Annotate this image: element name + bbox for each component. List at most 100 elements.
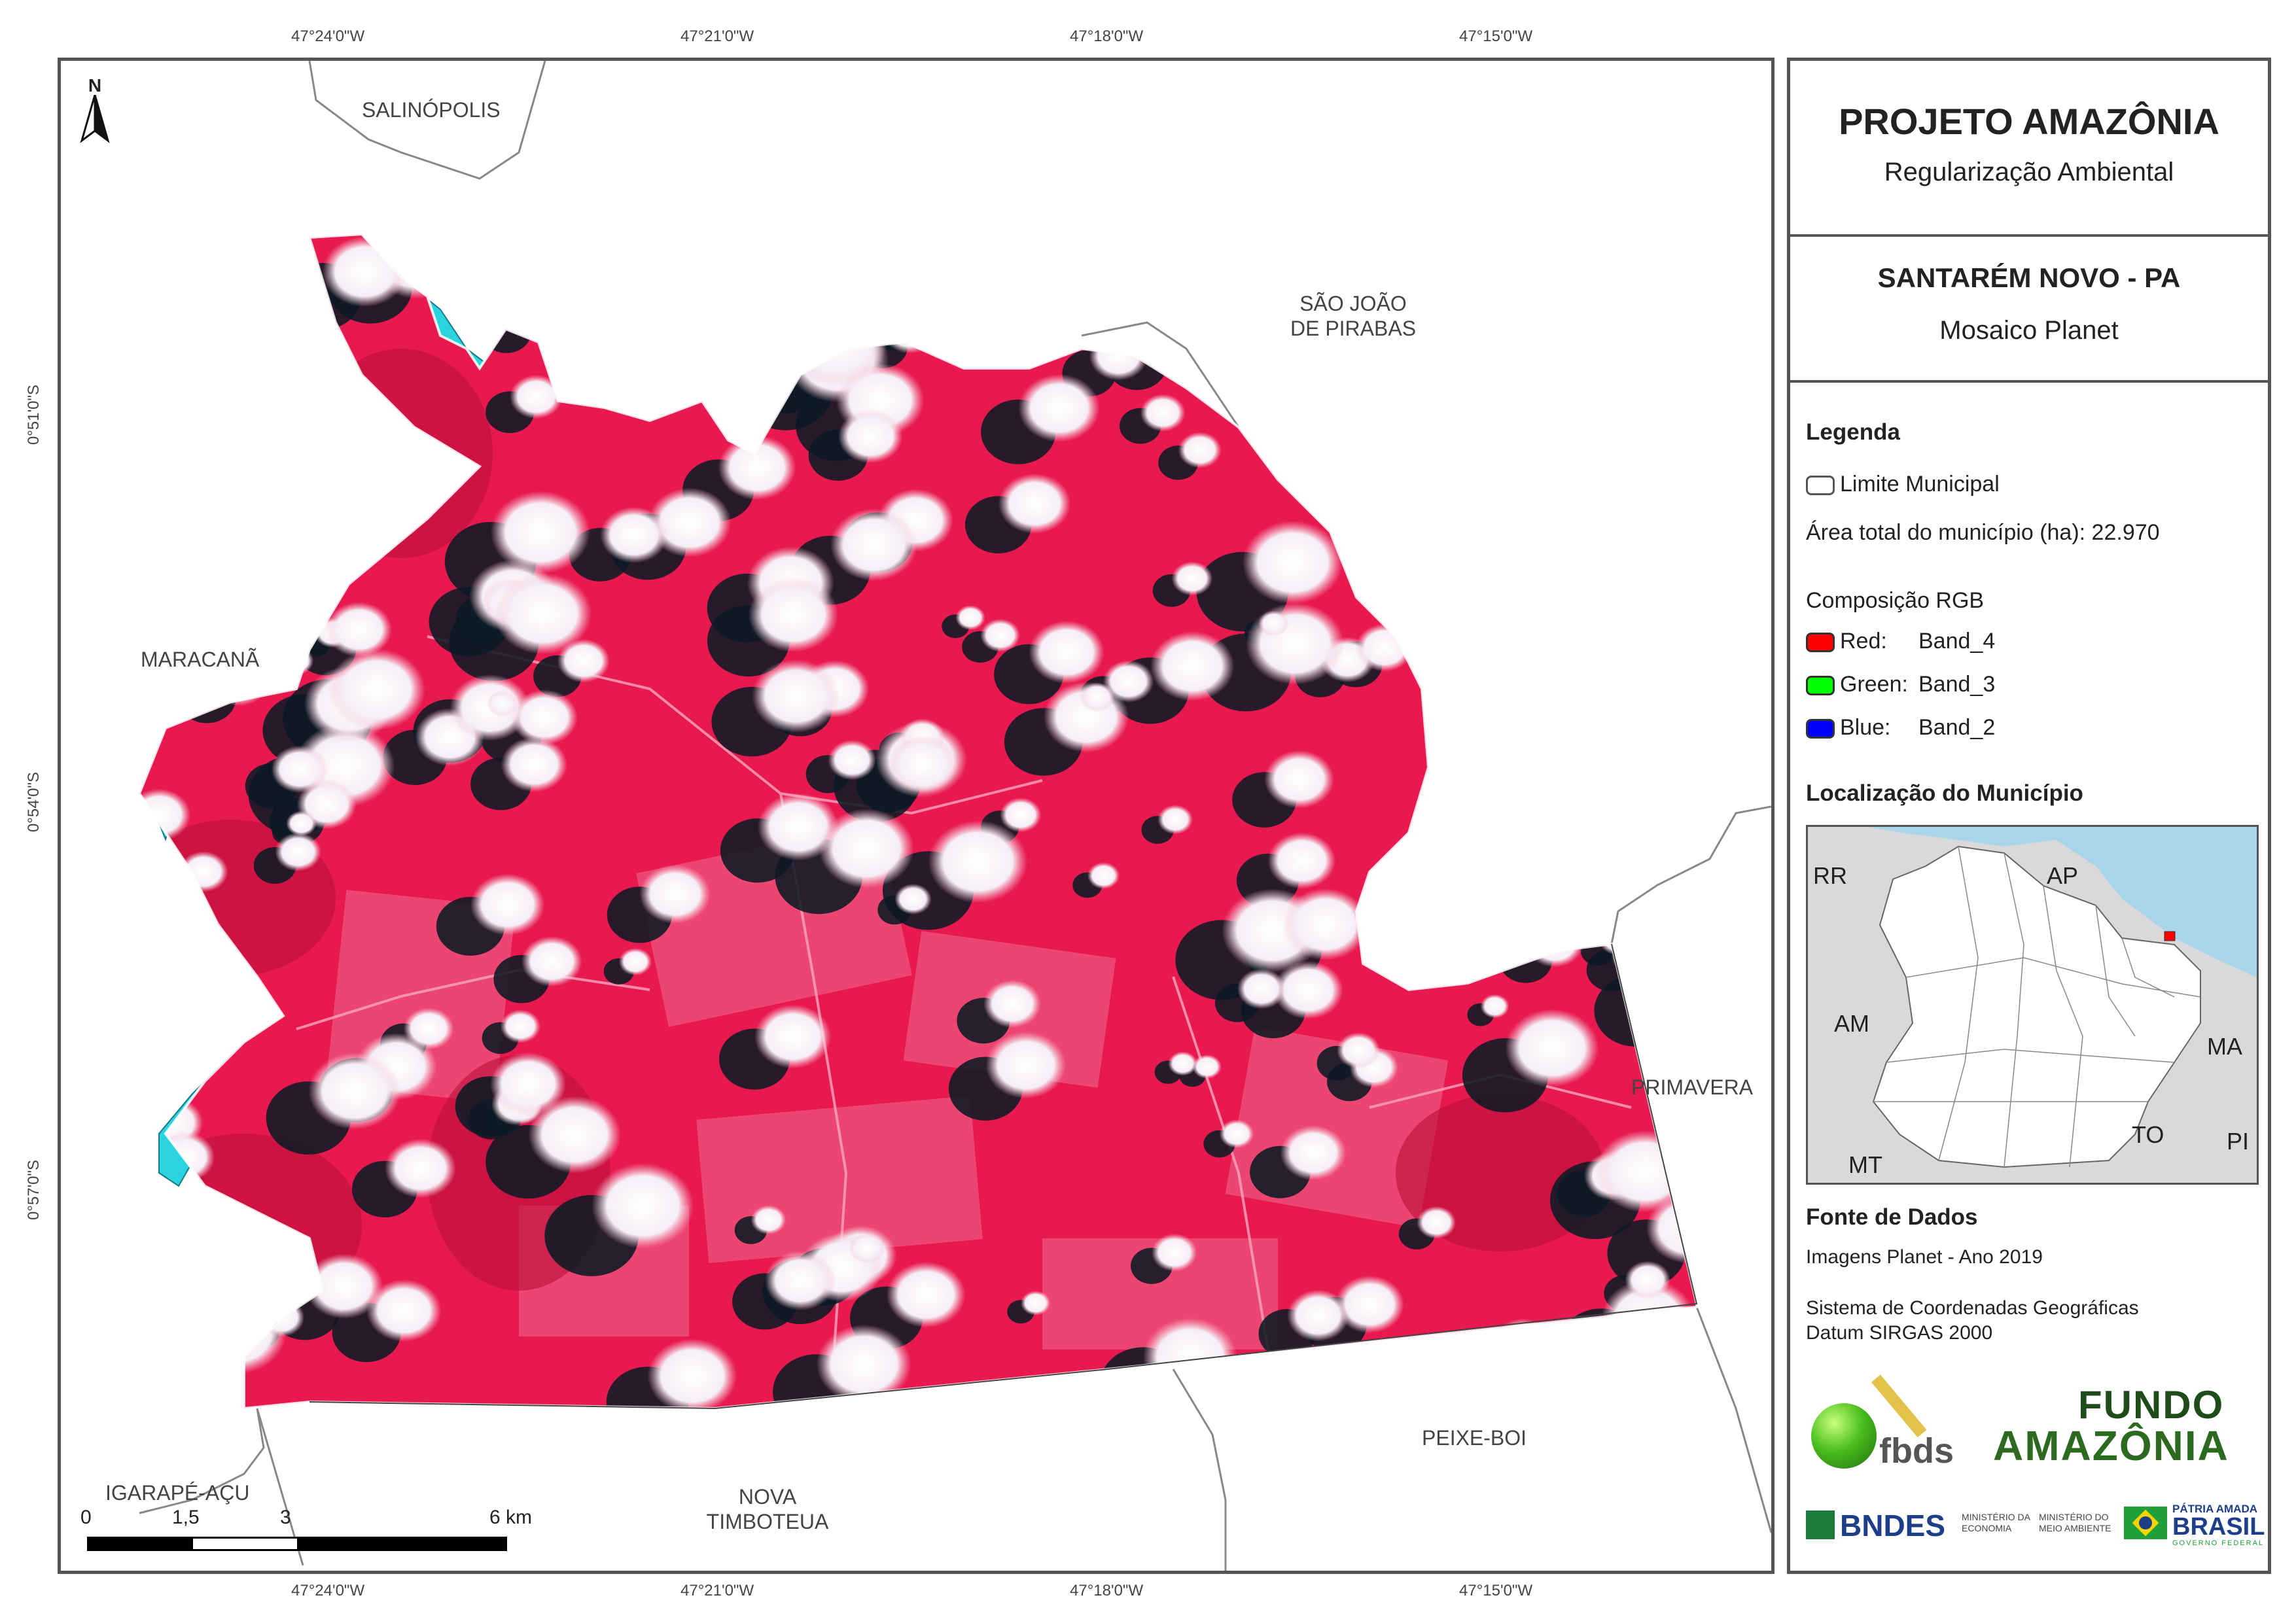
cloud-shadow: [281, 540, 340, 591]
cloud: [650, 275, 684, 302]
cloud: [648, 487, 732, 557]
brasil-flag-icon: [2124, 1507, 2167, 1539]
cloud: [564, 234, 627, 283]
rgb-blue: Blue: Band_2: [1806, 715, 1995, 741]
north-arrow: N: [75, 75, 115, 147]
cloud: [888, 735, 959, 794]
cloud: [1103, 660, 1154, 703]
inset-label-ap: AP: [2047, 862, 2079, 889]
cloud: [1192, 1055, 1222, 1079]
cloud: [1522, 837, 1583, 887]
cloud-shadow: [1383, 455, 1434, 499]
coord-top-1: 47°24'0"W: [291, 27, 365, 45]
cloud: [748, 577, 839, 652]
label-peixe-boi: PEIXE-BOI: [1422, 1426, 1527, 1450]
cloud: [403, 1007, 454, 1050]
santarem-novo-marker: [2164, 931, 2176, 941]
cloud: [1480, 994, 1510, 1019]
cloud: [557, 638, 610, 683]
rgb-red: Red: Band_4: [1806, 629, 1995, 654]
cloud: [1679, 260, 1697, 286]
map-frame[interactable]: N SALINÓPOLIS SÃO JOÃO DE PIRABAS MARACA…: [58, 58, 1775, 1574]
label-sao-joao-pirabas: SÃO JOÃO DE PIRABAS: [1278, 291, 1428, 341]
map-svg: [137, 61, 1771, 1571]
cloud-shadow: [1568, 622, 1625, 672]
cloud: [1018, 374, 1101, 442]
cloud: [1157, 805, 1193, 835]
cloud-shadow: [1631, 762, 1673, 799]
cloud: [243, 1232, 317, 1294]
inset-label-am: AM: [1834, 1010, 1869, 1037]
cloud-shadow: [139, 1369, 162, 1408]
cloud: [500, 1009, 541, 1043]
cloud: [1282, 888, 1369, 960]
cloud-shadow: [263, 657, 295, 685]
municipal-limit-edge: [309, 943, 1698, 1410]
cloud: [1087, 862, 1120, 890]
cloud: [1337, 1032, 1381, 1069]
cloud: [139, 788, 191, 841]
divider: [1790, 234, 2268, 237]
location-inset-map: RR AP AM MA TO MT PI: [1806, 825, 2259, 1185]
gov-text: GOVERNO FEDERAL: [2172, 1539, 2265, 1547]
bndes-text: BNDES: [1840, 1509, 1946, 1543]
cloud-shadow: [556, 283, 624, 341]
fbds-logo: fbds: [1806, 1374, 1963, 1474]
ministerio-economia-logo: MINISTÉRIO DA ECONOMIA: [1962, 1512, 2034, 1534]
cloud: [470, 873, 545, 936]
cloud-shadow: [1406, 447, 1435, 472]
cloud-shadow: [210, 1255, 277, 1314]
cloud: [355, 434, 383, 457]
cloud: [1237, 968, 1286, 1009]
label-nova-timboteua: NOVA TIMBOTEUA: [689, 1484, 846, 1534]
rgb-blue-value: Band_2: [1918, 715, 1996, 740]
cloud: [147, 951, 183, 982]
cloud: [1495, 777, 1542, 815]
cloud: [819, 809, 915, 888]
mosaic-imagery: [139, 234, 1697, 1408]
cloud: [1501, 631, 1549, 671]
cloud: [327, 648, 426, 731]
inset-label-ma: MA: [2207, 1033, 2242, 1060]
label-nova-line2: TIMBOTEUA: [706, 1510, 829, 1533]
cloud: [528, 1096, 622, 1174]
bndes-logo: BNDES: [1806, 1505, 1946, 1544]
inset-label-pi: PI: [2227, 1128, 2250, 1155]
limit-swatch: [1806, 476, 1835, 496]
scale-bar-graphic: [87, 1537, 507, 1551]
coord-left-1: 0°51'0"S: [25, 384, 43, 445]
cloud: [1619, 833, 1650, 860]
cloud: [385, 1138, 457, 1198]
cloud: [1505, 1009, 1599, 1087]
label-salinopolis: SALINÓPOLIS: [362, 98, 501, 122]
cloud: [490, 491, 591, 574]
scale-bar: 0 1,5 3 6 km: [80, 1507, 539, 1559]
cloud: [751, 1205, 786, 1235]
cloud: [1287, 1289, 1350, 1342]
cloud: [264, 581, 325, 632]
cloud: [308, 1052, 401, 1130]
mosaic-title: Mosaico Planet: [1939, 316, 2119, 345]
rgb-green-value: Band_3: [1918, 672, 1996, 697]
location-heading: Localização do Município: [1806, 780, 2083, 806]
cloud: [1625, 1261, 1670, 1299]
legend-limit-label: Limite Municipal: [1840, 472, 2000, 497]
cloud: [618, 948, 652, 976]
cloud: [366, 1279, 442, 1342]
cloud: [213, 523, 279, 579]
cloud: [490, 1052, 567, 1116]
cloud: [1470, 748, 1505, 777]
coord-bottom-2: 47°21'0"W: [680, 1582, 754, 1599]
coord-top-2: 47°21'0"W: [680, 27, 754, 45]
cloud: [590, 260, 663, 322]
brasil-text: BRASIL: [2172, 1513, 2265, 1541]
legend-limit: Limite Municipal: [1806, 472, 2000, 497]
cloud: [1152, 1233, 1197, 1272]
patria-text: PÁTRIA AMADA: [2172, 1503, 2258, 1515]
legend-heading: Legenda: [1806, 419, 1900, 445]
cloud: [1242, 520, 1343, 604]
cloud: [1029, 620, 1104, 684]
legend-area: Área total do município (ha): 22.970: [1806, 520, 2160, 545]
cloud: [1408, 438, 1463, 484]
inset-state-boundaries: [1872, 845, 2201, 1168]
